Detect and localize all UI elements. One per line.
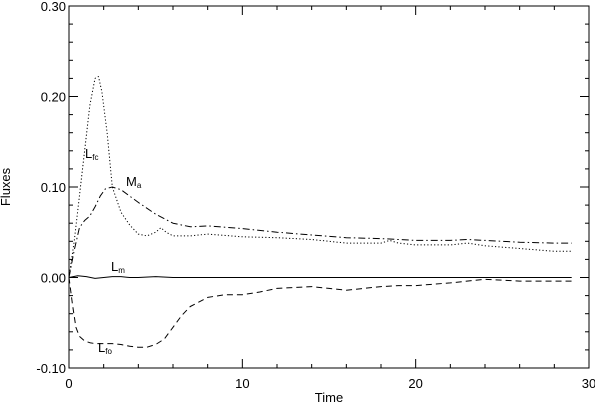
- y-tick-label: 0.20: [41, 90, 66, 105]
- y-tick-label: 0.10: [41, 180, 66, 195]
- series-line-m-a: [68, 186, 572, 278]
- y-tick-label: 0.00: [41, 271, 66, 286]
- axis-tick-labels: 0 10 20 30 -0.10 0.00 0.10 0.20 0.30: [36, 0, 595, 391]
- x-tick-label: 0: [65, 376, 72, 391]
- x-tick-label: 10: [235, 376, 249, 391]
- plot-frame: [68, 5, 590, 369]
- series-line-l-fo: [68, 277, 572, 348]
- series-line-l-m: [68, 275, 572, 279]
- y-axis-label: Fluxes: [0, 167, 13, 206]
- y-tick-label: -0.10: [36, 361, 66, 376]
- series-lines: [68, 76, 572, 348]
- curve-labels: Lfc Ma Lm Lfo: [85, 146, 142, 356]
- curve-label-l-fc: Lfc: [85, 146, 98, 162]
- x-tick-label: 30: [582, 376, 595, 391]
- curve-label-l-fo: Lfo: [98, 340, 112, 356]
- curve-label-m-a: Ma: [126, 174, 142, 190]
- axis-ticks: [68, 5, 590, 369]
- x-tick-label: 20: [408, 376, 422, 391]
- x-axis-label: Time: [315, 390, 343, 405]
- series-line-l-fc: [68, 76, 572, 278]
- y-tick-label: 0.30: [41, 0, 66, 14]
- curve-label-l-m: Lm: [111, 259, 125, 275]
